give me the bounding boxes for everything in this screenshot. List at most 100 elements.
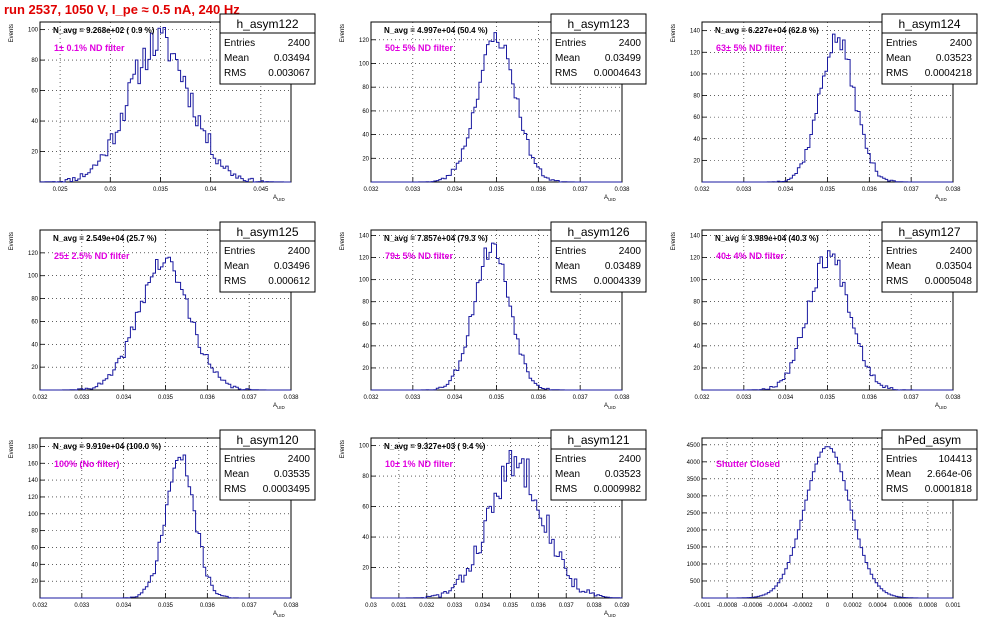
histogram-name: h_asym126 (567, 225, 629, 239)
x-tick-label: 0 (826, 603, 830, 609)
x-tick-label: 0.0002 (843, 603, 862, 609)
y-tick-label: 100 (359, 61, 370, 67)
stats-key: Entries (886, 246, 917, 257)
x-tick-label: 0.033 (736, 187, 752, 193)
stats-value: 104413 (939, 454, 973, 465)
y-axis-title: Events (671, 24, 677, 42)
stats-key: Entries (886, 38, 917, 49)
x-tick-label: 0.036 (200, 603, 216, 609)
x-tick-label: 0.035 (158, 395, 174, 401)
y-tick-label: 160 (28, 461, 39, 467)
y-tick-label: 100 (690, 278, 701, 284)
stats-box (550, 221, 647, 293)
histogram-name: h_asym124 (898, 17, 960, 31)
x-tick-label: 0.039 (614, 603, 630, 609)
y-tick-label: 60 (693, 115, 700, 121)
x-tick-label: 0.034 (475, 603, 491, 609)
x-axis-title: AUID (604, 195, 617, 202)
stats-key: Mean (886, 469, 911, 480)
y-tick-label: 60 (362, 505, 369, 511)
stats-key: Mean (224, 261, 249, 272)
y-tick-label: 60 (31, 545, 38, 551)
stats-value: 0.0001818 (925, 484, 973, 495)
x-tick-label: 0.038 (945, 395, 961, 401)
stats-key: RMS (224, 68, 247, 79)
x-tick-label: 0.036 (862, 395, 878, 401)
x-tick-label: 0.03 (104, 187, 116, 193)
stats-value: 0.03499 (605, 53, 642, 64)
stats-key: RMS (555, 484, 578, 495)
x-tick-label: -0.0008 (717, 603, 738, 609)
y-tick-label: 500 (690, 579, 701, 585)
x-tick-label: 0.034 (778, 187, 794, 193)
x-tick-label: 0.0004 (869, 603, 888, 609)
x-tick-label: 0.036 (200, 395, 216, 401)
stats-key: Entries (886, 454, 917, 465)
x-tick-label: 0.037 (573, 187, 589, 193)
stats-value: 2400 (619, 454, 642, 465)
histogram-series (702, 446, 953, 599)
filter-annotation: Shutter Closed (716, 459, 780, 469)
y-tick-label: 120 (359, 256, 370, 262)
x-tick-label: 0.04 (205, 187, 217, 193)
stats-value: 0.0004339 (594, 276, 642, 287)
histogram-series (371, 242, 622, 391)
x-tick-label: 0.032 (694, 395, 710, 401)
y-tick-label: 40 (31, 562, 38, 568)
y-tick-label: 4500 (687, 443, 701, 449)
y-tick-label: 100 (359, 444, 370, 450)
stats-value: 0.03496 (274, 261, 311, 272)
y-axis-title: Events (340, 24, 346, 42)
x-tick-label: 0.033 (405, 395, 421, 401)
stats-key: Mean (224, 53, 249, 64)
y-tick-label: 80 (362, 85, 369, 91)
x-tick-label: 0.0008 (919, 603, 938, 609)
x-tick-label: 0.037 (242, 395, 258, 401)
navg-label: N_avg = 9.268e+02 ( 0.9 %) (53, 26, 155, 35)
x-tick-label: 0.036 (531, 395, 547, 401)
filter-annotation: 63± 5% ND filter (716, 43, 784, 53)
stats-box (881, 13, 978, 85)
y-axis-title: Events (340, 232, 346, 250)
x-tick-label: -0.0004 (767, 603, 788, 609)
stats-value: 2400 (288, 38, 311, 49)
y-tick-label: 120 (690, 256, 701, 262)
x-tick-label: 0.033 (74, 395, 90, 401)
stats-box (881, 221, 978, 293)
histogram-name: h_asym120 (236, 433, 298, 447)
navg-label: N_avg = 9.327e+03 ( 9.4 %) (384, 442, 486, 451)
histogram-series (39, 27, 291, 183)
y-tick-label: 1000 (687, 562, 701, 568)
x-tick-label: 0.038 (614, 187, 630, 193)
filter-annotation: 25± 2.5% ND filter (54, 251, 130, 261)
filter-annotation: 79± 5% ND filter (385, 251, 453, 261)
y-tick-label: 2000 (687, 528, 701, 534)
y-tick-label: 120 (359, 38, 370, 44)
x-tick-label: 0.001 (945, 603, 961, 609)
x-tick-label: 0.038 (614, 395, 630, 401)
y-axis-title: Events (9, 440, 15, 458)
x-axis-title: AUID (273, 195, 286, 202)
x-tick-label: 0.035 (153, 187, 169, 193)
histogram-series (371, 450, 623, 599)
stats-key: Entries (224, 38, 255, 49)
filter-annotation: 50± 5% ND filter (385, 43, 453, 53)
navg-label: N_avg = 9.910e+04 (100.0 %) (53, 442, 161, 451)
stats-key: RMS (886, 484, 909, 495)
y-tick-label: 40 (693, 137, 700, 143)
x-tick-label: 0.033 (736, 395, 752, 401)
stats-value: 2400 (619, 246, 642, 257)
y-tick-label: 3000 (687, 494, 701, 500)
stats-key: Mean (886, 53, 911, 64)
x-axis-title: AUID (604, 611, 617, 618)
stats-value: 2400 (288, 246, 311, 257)
y-tick-label: 40 (693, 344, 700, 350)
histogram-name: h_asym127 (898, 225, 960, 239)
filter-annotation: 1± 0.1% ND filter (54, 43, 125, 53)
x-tick-label: -0.0002 (792, 603, 813, 609)
histogram-panel-h_asym125: 0.032 0.033 0.034 0.035 0.036 0.037 0.038 20 40 6… (9, 221, 316, 410)
y-tick-label: 3500 (687, 477, 701, 483)
x-tick-label: 0.038 (283, 603, 299, 609)
stats-value: 0.0009982 (594, 484, 642, 495)
x-tick-label: 0.037 (904, 395, 920, 401)
